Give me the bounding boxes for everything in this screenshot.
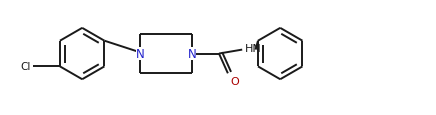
Text: Cl: Cl	[20, 62, 31, 72]
Text: HN: HN	[245, 43, 262, 53]
Text: N: N	[136, 48, 145, 60]
Text: O: O	[230, 76, 239, 86]
Text: N: N	[187, 48, 196, 60]
